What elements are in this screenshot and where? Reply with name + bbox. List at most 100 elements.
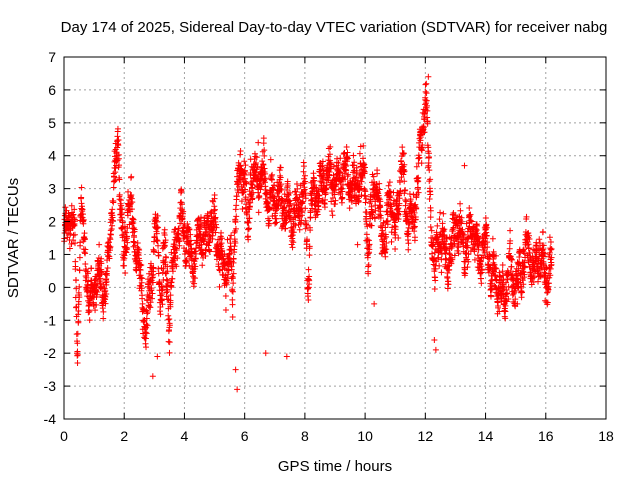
data-point: [526, 235, 533, 242]
data-point: [104, 265, 111, 272]
data-point: [100, 315, 107, 322]
data-point: [197, 226, 204, 233]
data-point: [81, 249, 88, 256]
data-point: [366, 241, 373, 248]
data-point: [507, 227, 514, 234]
data-point: [301, 186, 308, 193]
data-point: [326, 168, 333, 175]
data-point: [335, 159, 342, 166]
data-point: [122, 229, 129, 236]
data-point: [392, 231, 399, 238]
data-point: [483, 232, 490, 239]
data-point: [520, 246, 527, 253]
data-point: [165, 328, 172, 335]
chart-title: Day 174 of 2025, Sidereal Day-to-day VTE…: [61, 19, 608, 36]
data-point: [134, 239, 141, 246]
data-point: [302, 190, 309, 197]
data-point: [411, 224, 418, 231]
data-point: [362, 188, 369, 195]
data-point: [436, 262, 443, 269]
data-point: [439, 220, 446, 227]
data-point: [178, 188, 185, 195]
data-point: [437, 209, 444, 216]
data-point: [71, 231, 78, 238]
data-point: [376, 180, 383, 187]
data-point: [401, 168, 408, 175]
data-point: [484, 244, 491, 251]
data-point: [427, 191, 434, 198]
data-point: [241, 167, 248, 174]
data-point: [340, 150, 347, 157]
data-point: [155, 270, 162, 277]
data-point: [149, 295, 156, 302]
data-point: [206, 248, 213, 255]
data-point: [517, 262, 524, 269]
y-tick-label: -3: [44, 378, 57, 394]
data-point: [153, 218, 160, 225]
data-point: [73, 277, 80, 284]
data-point: [276, 167, 283, 174]
data-point: [502, 302, 509, 309]
data-point: [253, 166, 260, 173]
data-point: [137, 267, 144, 274]
data-point: [199, 262, 206, 269]
data-point: [273, 219, 280, 226]
data-point: [545, 280, 552, 287]
data-point: [335, 189, 342, 196]
data-point: [493, 252, 500, 259]
data-point: [424, 107, 431, 114]
data-point: [114, 125, 121, 132]
data-point: [180, 208, 187, 215]
data-point: [422, 81, 429, 88]
data-point: [432, 277, 439, 284]
data-point: [507, 237, 514, 244]
data-point: [425, 160, 432, 167]
data-point: [516, 254, 523, 261]
data-point: [234, 386, 241, 393]
data-point: [212, 214, 219, 221]
data-point: [142, 335, 149, 342]
data-point: [202, 252, 209, 259]
data-point: [97, 284, 104, 291]
data-point: [356, 150, 363, 157]
data-point: [399, 144, 406, 151]
data-point: [368, 203, 375, 210]
data-point: [267, 156, 274, 163]
data-point: [362, 199, 369, 206]
data-point: [294, 185, 301, 192]
x-tick-label: 4: [181, 428, 189, 444]
data-point: [377, 198, 384, 205]
data-point: [99, 305, 106, 312]
data-point: [411, 209, 418, 216]
data-point: [383, 239, 390, 246]
data-point: [144, 322, 151, 329]
data-point: [339, 188, 346, 195]
data-point: [206, 239, 213, 246]
data-point: [396, 179, 403, 186]
data-point: [164, 268, 171, 275]
data-point: [186, 262, 193, 269]
data-point: [506, 245, 513, 252]
x-tick-label: 16: [538, 428, 554, 444]
data-point: [222, 293, 229, 300]
data-point: [289, 244, 296, 251]
data-point: [509, 256, 516, 263]
data-point: [261, 147, 268, 154]
y-tick-label: 7: [48, 49, 56, 65]
data-point: [192, 275, 199, 282]
y-tick-label: 3: [48, 181, 56, 197]
y-tick-label: 1: [48, 246, 56, 262]
data-point: [75, 298, 82, 305]
data-point: [376, 186, 383, 193]
data-point: [302, 205, 309, 212]
data-point: [481, 244, 488, 251]
data-point: [257, 186, 264, 193]
data-point: [124, 225, 131, 232]
data-point: [278, 186, 285, 193]
data-point: [286, 197, 293, 204]
data-point: [363, 195, 370, 202]
data-point: [161, 226, 168, 233]
data-point: [92, 307, 99, 314]
data-point: [361, 161, 368, 168]
data-point: [546, 274, 553, 281]
